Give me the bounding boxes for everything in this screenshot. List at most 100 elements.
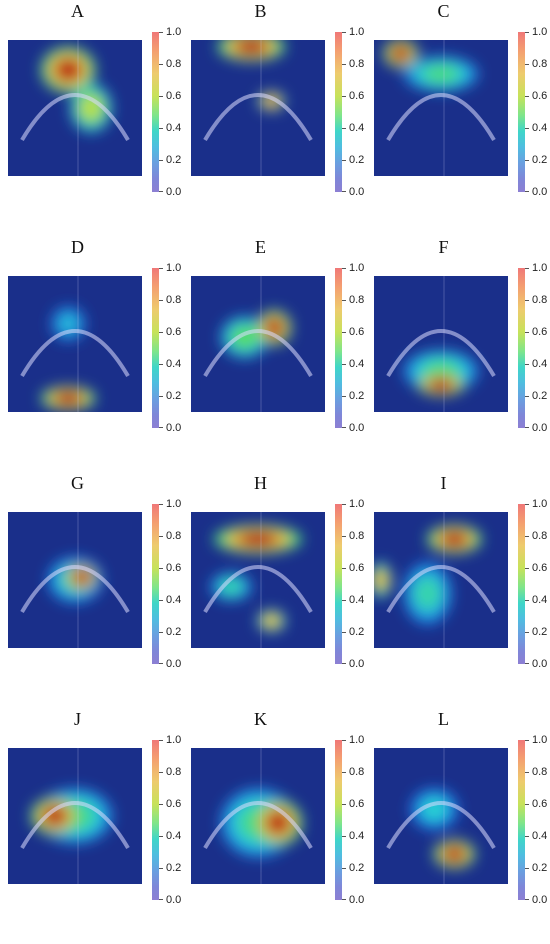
colorbar-tick [342,128,346,129]
colorbar-tick-label: 0.2 [166,862,182,874]
colorbar-tick-label: 0.0 [349,894,365,906]
colorbar-tick [159,740,163,741]
colorbar-tick [159,268,163,269]
colorbar-tick-label: 0.0 [532,894,548,906]
colorbar-tick [159,191,163,192]
colorbar-tick-label: 0.2 [166,154,182,166]
colorbar: 1.0 0.8 0.6 0.4 0.2 0.0 [335,26,365,198]
colorbar-tick-label: 0.2 [349,626,365,638]
colorbar-tick [525,836,529,837]
colorbar-tick-label: 1.0 [166,26,182,38]
colorbar-tick [159,600,163,601]
colorbar-tick-label: 0.6 [166,326,182,338]
colorbar-tick-label: 0.6 [349,326,365,338]
colorbar-tick-label: 0.2 [532,390,548,402]
colorbar-tick-label: 0.6 [349,798,365,810]
colorbar-tick [342,504,346,505]
colorbar-tick [342,427,346,428]
colorbar-tick [525,300,529,301]
panel-a: A 1.0 0.8 0.6 0.4 0.2 0.0 [0,0,183,236]
colorbar-tick [525,536,529,537]
colorbar-tick [342,32,346,33]
heatmap-image [191,748,325,884]
panel-letter: G [71,473,84,493]
colorbar-tick [525,160,529,161]
colorbar-tick-label: 0.8 [532,530,548,542]
colorbar-tick [159,160,163,161]
colorbar-tick-label: 0.2 [349,862,365,874]
colorbar-gradient [518,504,525,664]
colorbar-tick [159,32,163,33]
colorbar-tick [525,427,529,428]
colorbar-tick-label: 0.4 [532,830,548,842]
colorbar-tick-label: 0.2 [532,862,548,874]
colorbar-tick-label: 1.0 [532,26,548,38]
colorbar-tick [159,427,163,428]
colorbar: 1.0 0.8 0.6 0.4 0.2 0.0 [518,498,548,670]
colorbar-tick-label: 1.0 [349,498,365,510]
colorbar-tick [342,536,346,537]
colorbar-tick-label: 1.0 [349,26,365,38]
colorbar-tick [525,772,529,773]
colorbar-tick-label: 0.4 [349,594,365,606]
colorbar: 1.0 0.8 0.6 0.4 0.2 0.0 [335,262,365,434]
colorbar-tick-label: 0.6 [532,90,548,102]
panel-letter: L [438,709,449,729]
colorbar-tick-label: 0.6 [349,90,365,102]
colorbar-tick [159,899,163,900]
heatmap-image [8,512,142,648]
colorbar-tick [159,836,163,837]
colorbar-tick [342,772,346,773]
colorbar-tick-label: 0.0 [532,658,548,670]
colorbar-gradient [335,740,342,900]
colorbar-tick-label: 0.8 [349,530,365,542]
colorbar-tick [342,160,346,161]
panel-letter: C [437,1,450,21]
colorbar-tick [525,600,529,601]
heatmap-image [374,276,508,412]
panel-letter: H [254,473,267,493]
colorbar-tick-label: 0.4 [532,122,548,134]
colorbar-gradient [335,504,342,664]
panel-l: L 1.0 0.8 0.6 0.4 0.2 0.0 [366,708,549,944]
colorbar-tick-label: 0.8 [349,766,365,778]
colorbar-tick [525,64,529,65]
colorbar-tick-label: 0.0 [349,422,365,434]
panel-k: K 1.0 0.8 0.6 0.4 0.2 0.0 [183,708,366,944]
colorbar: 1.0 0.8 0.6 0.4 0.2 0.0 [518,734,548,906]
colorbar-tick [342,332,346,333]
colorbar-tick-label: 0.4 [166,122,182,134]
colorbar-tick [525,191,529,192]
colorbar-tick [159,804,163,805]
colorbar-tick [342,868,346,869]
colorbar-gradient [335,268,342,428]
colorbar-gradient [152,32,159,192]
colorbar: 1.0 0.8 0.6 0.4 0.2 0.0 [152,734,182,906]
colorbar: 1.0 0.8 0.6 0.4 0.2 0.0 [518,262,548,434]
colorbar-tick [525,568,529,569]
colorbar-tick-label: 0.6 [532,798,548,810]
panel-letter: E [255,237,266,257]
colorbar-tick [342,663,346,664]
colorbar-tick-label: 0.0 [166,658,182,670]
colorbar-tick [525,32,529,33]
panel-j: J 1.0 0.8 0.6 0.4 0.2 0.0 [0,708,183,944]
colorbar-tick-label: 0.2 [349,154,365,166]
colorbar-tick [342,64,346,65]
panel-letter: J [73,709,81,729]
colorbar-tick [159,663,163,664]
colorbar-tick [159,396,163,397]
colorbar-tick [342,568,346,569]
colorbar-tick-label: 0.2 [532,626,548,638]
colorbar: 1.0 0.8 0.6 0.4 0.2 0.0 [152,498,182,670]
colorbar-tick [342,364,346,365]
colorbar-tick-label: 0.0 [166,894,182,906]
colorbar-tick-label: 0.4 [349,830,365,842]
colorbar-tick [525,396,529,397]
panel-letter: I [440,473,447,493]
colorbar-tick-label: 0.0 [532,422,548,434]
colorbar-tick-label: 0.4 [349,122,365,134]
colorbar-tick-label: 0.8 [166,766,182,778]
colorbar: 1.0 0.8 0.6 0.4 0.2 0.0 [335,498,365,670]
colorbar-tick [342,300,346,301]
